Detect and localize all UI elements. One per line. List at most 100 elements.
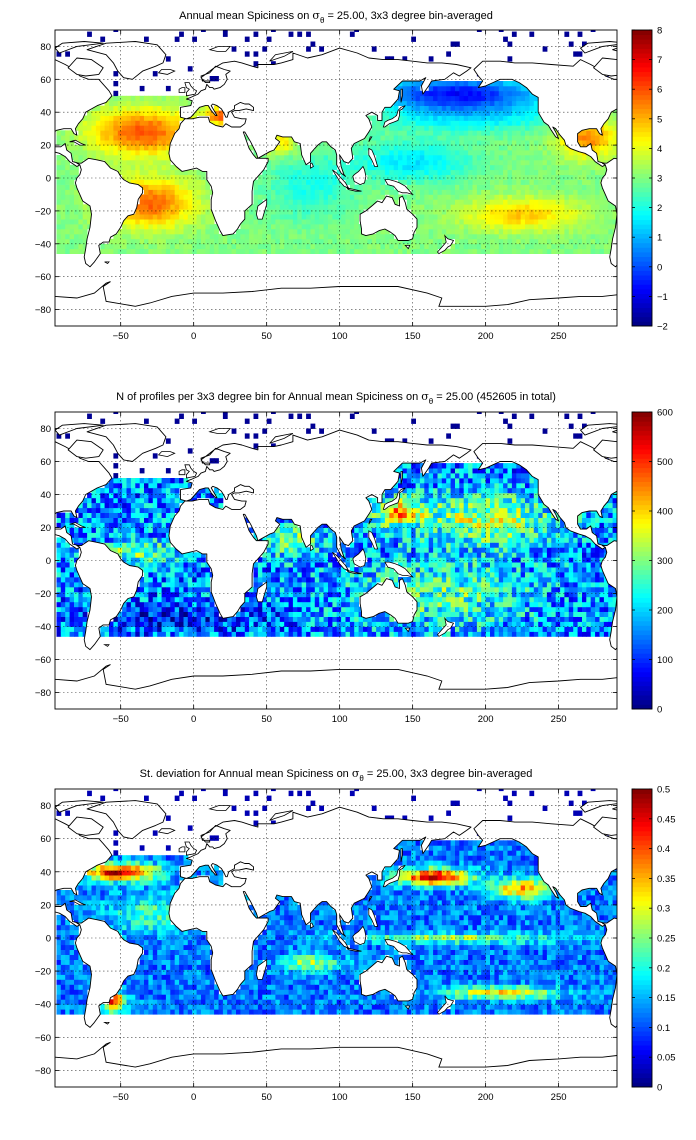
- heatmap-cell: [113, 482, 119, 489]
- heatmap-cell: [411, 120, 416, 126]
- heatmap-cell: [424, 150, 430, 156]
- heatmap-cell: [533, 95, 539, 102]
- heatmap-cell: [341, 611, 346, 617]
- heatmap-cell: [586, 204, 592, 210]
- heatmap-cell: [428, 169, 434, 176]
- heatmap-cell: [450, 159, 456, 166]
- heatmap-cell: [446, 233, 451, 240]
- heatmap-cell: [328, 586, 333, 593]
- heatmap-cell: [179, 229, 184, 235]
- heatmap-cell: [481, 105, 486, 111]
- heatmap-cell: [503, 194, 508, 200]
- heatmap-cell: [144, 95, 149, 102]
- heatmap-cell: [371, 145, 377, 151]
- heatmap-cell: [74, 517, 79, 523]
- heatmap-cell: [560, 189, 565, 195]
- heatmap-cell: [144, 159, 149, 166]
- heatmap-cell: [113, 487, 119, 494]
- heatmap-cell: [288, 522, 294, 528]
- heatmap-cell: [441, 159, 447, 166]
- heatmap-cell: [354, 547, 359, 553]
- heatmap-cell: [577, 164, 583, 171]
- heatmap-cell: [498, 125, 504, 131]
- heatmap-cell: [599, 140, 605, 146]
- heatmap-cell: [144, 606, 149, 612]
- heatmap-cell: [367, 557, 373, 563]
- heatmap-cell: [284, 233, 289, 240]
- heatmap-cell: [253, 443, 259, 449]
- heatmap-cell: [271, 224, 276, 230]
- heatmap-cell: [529, 248, 535, 254]
- heatmap-cell: [126, 130, 132, 136]
- heatmap-cell: [69, 184, 75, 190]
- heatmap-cell: [279, 135, 285, 141]
- heatmap-cell: [511, 184, 517, 190]
- heatmap-cell: [60, 233, 66, 240]
- heatmap-cell: [314, 586, 320, 593]
- heatmap-cell: [406, 81, 412, 87]
- heatmap-cell: [148, 224, 154, 230]
- heatmap-cell: [148, 497, 154, 504]
- heatmap-cell: [161, 164, 167, 171]
- heatmap-cell: [249, 611, 254, 617]
- heatmap-cell: [319, 189, 324, 195]
- heatmap-cell: [354, 204, 359, 210]
- heatmap-cell: [78, 199, 84, 205]
- heatmap-cell: [450, 169, 456, 176]
- heatmap-cell: [144, 204, 149, 210]
- heatmap-cell: [165, 591, 171, 598]
- colorbar-tick-label: −1: [657, 292, 668, 303]
- heatmap-cell: [297, 155, 303, 161]
- heatmap-cell: [271, 562, 276, 568]
- heatmap-cell: [433, 81, 438, 87]
- heatmap-cell: [555, 229, 561, 235]
- heatmap-cell: [209, 601, 215, 608]
- heatmap-cell: [582, 219, 587, 225]
- heatmap-cell: [91, 522, 97, 528]
- heatmap-cell: [109, 542, 114, 548]
- heatmap-cell: [406, 120, 412, 126]
- heatmap-cell: [187, 100, 193, 106]
- heatmap-cell: [262, 194, 268, 200]
- heatmap-cell: [192, 209, 197, 215]
- heatmap-cell: [323, 238, 329, 245]
- heatmap-cell: [82, 507, 88, 513]
- heatmap-cell: [590, 179, 596, 185]
- heatmap-cell: [109, 482, 114, 489]
- heatmap-cell: [284, 204, 289, 210]
- heatmap-cell: [314, 189, 320, 195]
- heatmap-cell: [279, 557, 285, 563]
- heatmap-cell: [284, 159, 289, 166]
- heatmap-cell: [573, 248, 578, 254]
- heatmap-cell: [271, 547, 276, 553]
- heatmap-cell: [240, 233, 246, 240]
- heatmap-cell: [284, 194, 289, 200]
- heatmap-cell: [415, 184, 421, 190]
- heatmap-cell: [428, 110, 434, 116]
- heatmap-cell: [249, 224, 254, 230]
- heatmap-cell: [415, 115, 421, 121]
- heatmap-cell: [117, 248, 123, 254]
- heatmap-cell: [100, 492, 106, 499]
- colorbar-swatch: [632, 182, 652, 188]
- heatmap-cell: [332, 557, 338, 563]
- heatmap-cell: [542, 46, 548, 52]
- heatmap-cell: [336, 582, 342, 588]
- heatmap-cell: [117, 497, 123, 504]
- heatmap-cell: [144, 145, 149, 151]
- heatmap-cell: [126, 552, 132, 558]
- heatmap-cell: [157, 532, 162, 538]
- heatmap-cell: [179, 572, 184, 578]
- heatmap-cell: [472, 130, 478, 136]
- heatmap-cell: [354, 572, 359, 578]
- heatmap-cell: [314, 557, 320, 563]
- heatmap-cell: [130, 135, 136, 141]
- heatmap-cell: [603, 233, 609, 240]
- heatmap-cell: [437, 90, 443, 97]
- heatmap-cell: [95, 537, 101, 543]
- heatmap-cell: [174, 179, 180, 185]
- heatmap-cell: [135, 209, 141, 215]
- heatmap-cell: [529, 199, 535, 205]
- heatmap-cell: [459, 174, 465, 180]
